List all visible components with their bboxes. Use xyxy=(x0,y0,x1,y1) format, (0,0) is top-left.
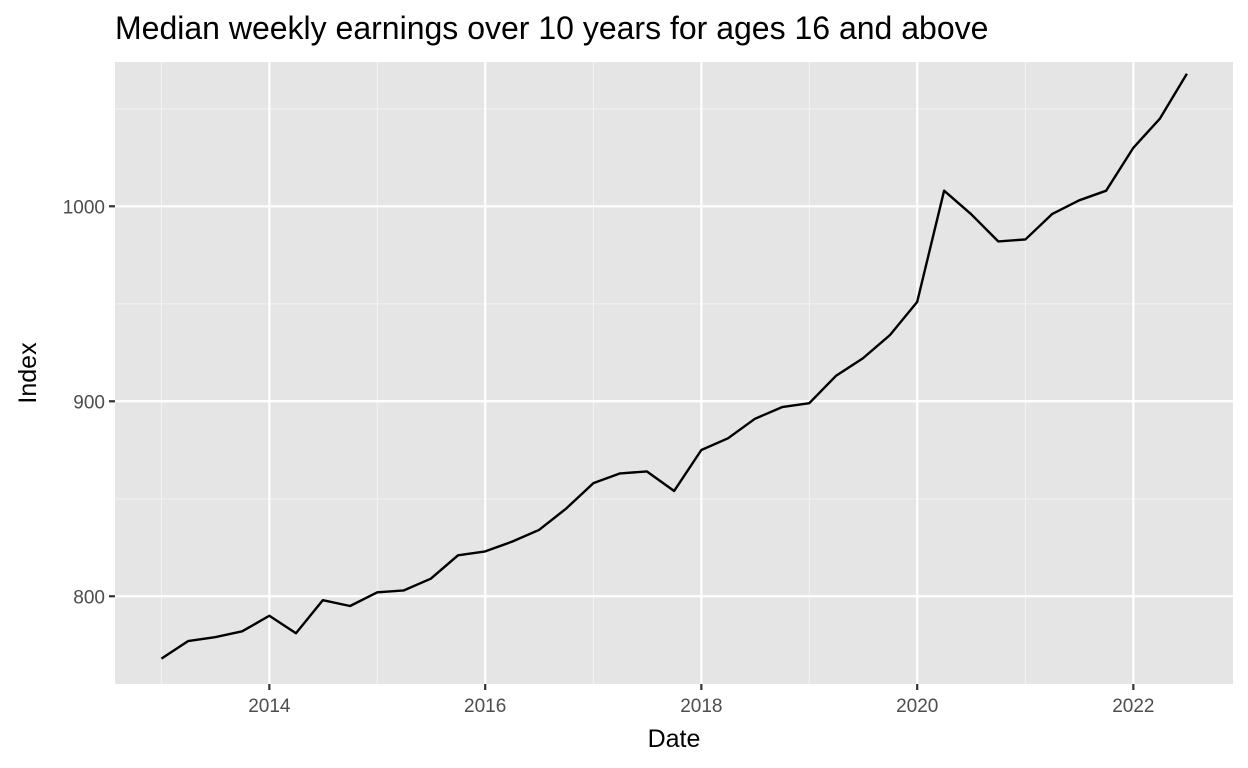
x-tick-label: 2016 xyxy=(464,696,506,717)
y-tick-label: 800 xyxy=(73,587,105,608)
x-tick-label: 2014 xyxy=(248,696,291,717)
x-tick-label: 2022 xyxy=(1112,696,1154,717)
x-tick-label: 2018 xyxy=(680,696,722,717)
axis-ticks xyxy=(109,205,1135,690)
plot-panel xyxy=(115,62,1233,684)
y-tick-label: 900 xyxy=(73,392,105,413)
chart-title: Median weekly earnings over 10 years for… xyxy=(115,10,988,46)
x-tick-label: 2020 xyxy=(896,696,938,717)
x-axis-tick-labels: 2014 2016 2018 2020 2022 xyxy=(248,696,1154,717)
minor-gridlines xyxy=(115,62,1233,684)
y-axis-tick-labels: 800 900 1000 xyxy=(63,197,105,608)
series-line xyxy=(160,73,1188,660)
major-gridlines xyxy=(115,62,1233,684)
y-axis-title: Index xyxy=(14,342,42,404)
y-tick-label: 1000 xyxy=(63,197,105,218)
x-axis-title: Date xyxy=(648,725,701,753)
